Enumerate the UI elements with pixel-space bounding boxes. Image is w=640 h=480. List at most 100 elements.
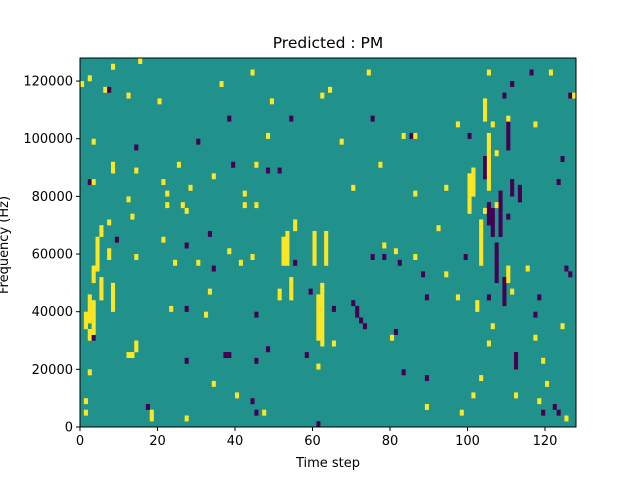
heatmap-cell-high [390,334,395,341]
heatmap-cell-low [494,277,499,284]
heatmap-cell-low [114,236,119,243]
heatmap-cell-high [173,259,178,266]
y-tick-label: 60000 [32,248,73,263]
heatmap-cell-high [281,242,286,249]
heatmap-cell-low [560,156,565,162]
heatmap-cell-high [176,161,181,168]
heatmap-cell-high [537,398,542,405]
y-tick-label: 20000 [32,363,73,378]
heatmap-cell-high [95,259,100,266]
heatmap-cell-low [370,254,375,260]
heatmap-cell-low [184,357,189,364]
heatmap-cell-low [87,179,92,186]
heatmap-cell-high [95,265,100,272]
heatmap-cell-high [99,277,104,284]
heatmap-cell-high [111,63,116,70]
heatmap-cell-high [130,213,135,220]
heatmap-cell-high [572,92,577,99]
heatmap-cell-low [277,167,282,174]
heatmap-cell-high [455,121,460,128]
heatmap-cell-high [134,346,139,353]
heatmap-cell-high [471,167,476,174]
heatmap-cell-low [564,265,569,272]
heatmap-cell-high [250,254,255,260]
heatmap-cell-high [111,300,116,307]
heatmap-cell-high [471,173,476,180]
heatmap-cell-high [285,254,290,260]
heatmap-cell-low [91,334,96,341]
heatmap-cell-high [382,242,387,249]
heatmap-cell-high [91,317,96,324]
heatmap-cell-high [80,81,85,88]
heatmap-cell-low [498,207,503,214]
heatmap-cell-high [91,323,96,330]
heatmap-cell-low [517,184,522,191]
heatmap-cell-high [331,340,336,347]
heatmap-cell-low [498,213,503,220]
heatmap-cell-high [91,328,96,335]
heatmap-cell-high [87,300,92,307]
heatmap-cell-high [111,305,116,312]
heatmap-cell-high [320,334,325,341]
heatmap-cell-high [467,196,472,203]
heatmap-cell-low [289,115,294,122]
heatmap-cell-low [483,167,488,174]
heatmap-cell-low [494,271,499,278]
heatmap-cell-low [494,254,499,260]
heatmap-cell-high [285,236,290,243]
heatmap-cell-high [91,277,96,284]
heatmap-cell-high [413,254,418,260]
heatmap-cell-low [467,132,472,139]
heatmap-cell-high [95,248,100,255]
heatmap-cell-high [436,225,441,232]
heatmap-cell-high [289,277,294,284]
heatmap-cell-high [467,190,472,197]
heatmap-cell-high [161,236,166,243]
heatmap-cell-low [254,311,259,318]
heatmap-cell-high [266,132,271,139]
y-axis-label: Frequency (Hz) [0,196,12,294]
heatmap-cell-high [281,259,286,266]
heatmap-cell-low [514,352,519,359]
heatmap-cell-high [475,305,480,312]
heatmap-cell-low [486,219,491,226]
heatmap-cell-high [479,242,484,249]
chart-title: Predicted : PM [273,34,384,52]
heatmap-cell-high [130,352,135,359]
heatmap-cell-high [107,254,112,260]
heatmap-cell-high [366,69,371,76]
heatmap-cell-high [293,225,298,232]
heatmap-cell-high [324,230,329,237]
y-tick-label: 40000 [32,305,73,320]
heatmap-cell-low [483,156,488,162]
heatmap-cell-high [471,190,476,197]
heatmap-cell-low [494,259,499,266]
heatmap-cell-low [510,190,515,197]
heatmap-cell-high [211,173,216,180]
heatmap-cell-low [502,288,507,295]
heatmap-cell-low [506,138,511,145]
heatmap-cell-low [498,225,503,232]
heatmap-cell-high [91,300,96,307]
heatmap-cell-high [316,323,321,330]
heatmap-cell-low [486,202,491,209]
heatmap-cell-low [552,403,557,410]
heatmap-cell-high [320,311,325,318]
heatmap-cell-low [490,225,495,232]
y-tick-label: 100000 [23,132,73,147]
heatmap-cell-high [424,403,429,410]
heatmap-cell-low [502,92,507,99]
heatmap-cell-low [184,305,189,312]
heatmap-cell-low [308,288,313,295]
heatmap-cell-high [285,242,290,249]
heatmap-cell-low [355,311,360,318]
heatmap-cell-low [266,346,271,353]
heatmap-cell-low [483,173,488,180]
heatmap-cell-high [475,300,480,307]
heatmap-cell-high [316,363,321,370]
heatmap-cell-high [324,254,329,260]
heatmap-cell-high [483,109,488,116]
heatmap-cell-high [479,219,484,226]
heatmap-cell-low [510,184,515,191]
heatmap-cell-high [87,305,92,312]
